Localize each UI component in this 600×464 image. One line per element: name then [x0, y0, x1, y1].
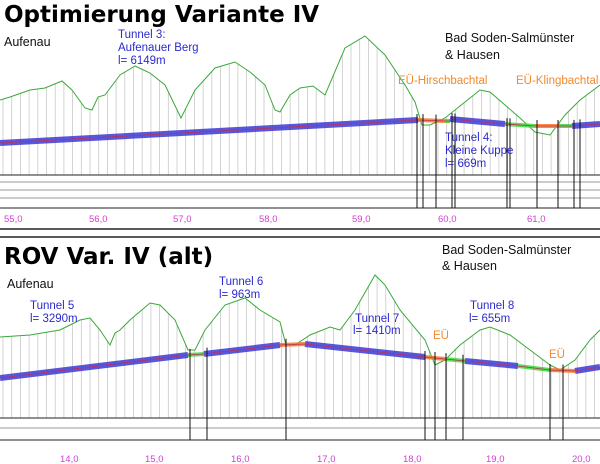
track-alignment: [0, 116, 600, 146]
km-tick-label: 58,0: [259, 214, 278, 225]
profile-band: [0, 338, 600, 441]
tunnel-label: l= 963m: [219, 289, 260, 301]
place-label-right: Bad Soden-Salmünster: [445, 31, 574, 45]
panel-rov-var-iv-alt: ROV Var. IV (alt) Aufenau Bad Soden-Salm…: [0, 243, 600, 464]
place-label-right: & Hausen: [442, 259, 497, 273]
place-label-right: Bad Soden-Salmünster: [442, 243, 571, 257]
tunnel-label: Tunnel 8: [470, 300, 514, 312]
tunnel-label: l= 1410m: [353, 325, 401, 337]
gradient-line: [464, 360, 519, 367]
tunnel-label: l= 3290m: [30, 313, 78, 325]
ground-profile: [0, 35, 600, 136]
profile-band: [0, 113, 600, 209]
track-alignment: [0, 341, 600, 381]
gradient-line: [279, 343, 306, 346]
km-tick-label: 17,0: [317, 454, 336, 464]
tunnel-label: Tunnel 3:: [118, 29, 166, 41]
bridge-label: EÜ-Hirschbachtal: [398, 75, 487, 87]
tunnel-label: l= 669m: [445, 158, 486, 170]
panel-title: ROV Var. IV (alt): [4, 244, 213, 270]
km-tick-label: 59,0: [352, 214, 371, 225]
gradient-line: [0, 119, 419, 144]
km-tick-label: 18,0: [403, 454, 422, 464]
bridge-label: EÜ-Klingbachtal: [516, 75, 598, 87]
tunnel-label: Tunnel 4:: [445, 132, 493, 144]
place-label-right: & Hausen: [445, 48, 500, 62]
km-tick-label: 20,0: [572, 454, 591, 464]
bridge-label: EÜ: [433, 330, 449, 342]
bridge-label: EÜ: [549, 349, 565, 361]
km-tick-label: 61,0: [527, 214, 546, 225]
gradient-line: [0, 354, 189, 379]
km-tick-label: 15,0: [145, 454, 164, 464]
panel-title: Optimierung Variante IV: [4, 2, 319, 28]
km-tick-label: 56,0: [89, 214, 108, 225]
panel-optimierung-variante-iv: Optimierung Variante IV Aufenau Bad Sode…: [0, 2, 600, 225]
tunnel-label: l= 655m: [469, 313, 510, 325]
place-label-left: Aufenau: [7, 277, 54, 291]
tunnel-label: Aufenauer Berg: [118, 42, 199, 54]
tunnel-label: Tunnel 6: [219, 276, 263, 288]
km-tick-label: 19,0: [486, 454, 505, 464]
tunnel-label: Kleine Kuppe: [445, 145, 513, 157]
km-tick-label: 16,0: [231, 454, 250, 464]
km-tick-label: 14,0: [60, 454, 79, 464]
gradient-line: [203, 344, 281, 355]
km-tick-label: 60,0: [438, 214, 457, 225]
gradient-line: [449, 118, 506, 125]
gradient-line: [574, 366, 600, 372]
tunnel-label: Tunnel 5: [30, 300, 74, 312]
gradient-line: [187, 353, 205, 356]
tunnel-label: Tunnel 7: [355, 313, 399, 325]
km-tick-label: 55,0: [4, 214, 23, 225]
gradient-line: [444, 358, 466, 362]
place-label-left: Aufenau: [4, 35, 51, 49]
gradient-line: [517, 365, 551, 371]
km-tick-label: 57,0: [173, 214, 192, 225]
tunnel-label: l= 6149m: [118, 55, 166, 67]
gradient-line: [304, 343, 426, 358]
gradient-line: [571, 123, 600, 127]
